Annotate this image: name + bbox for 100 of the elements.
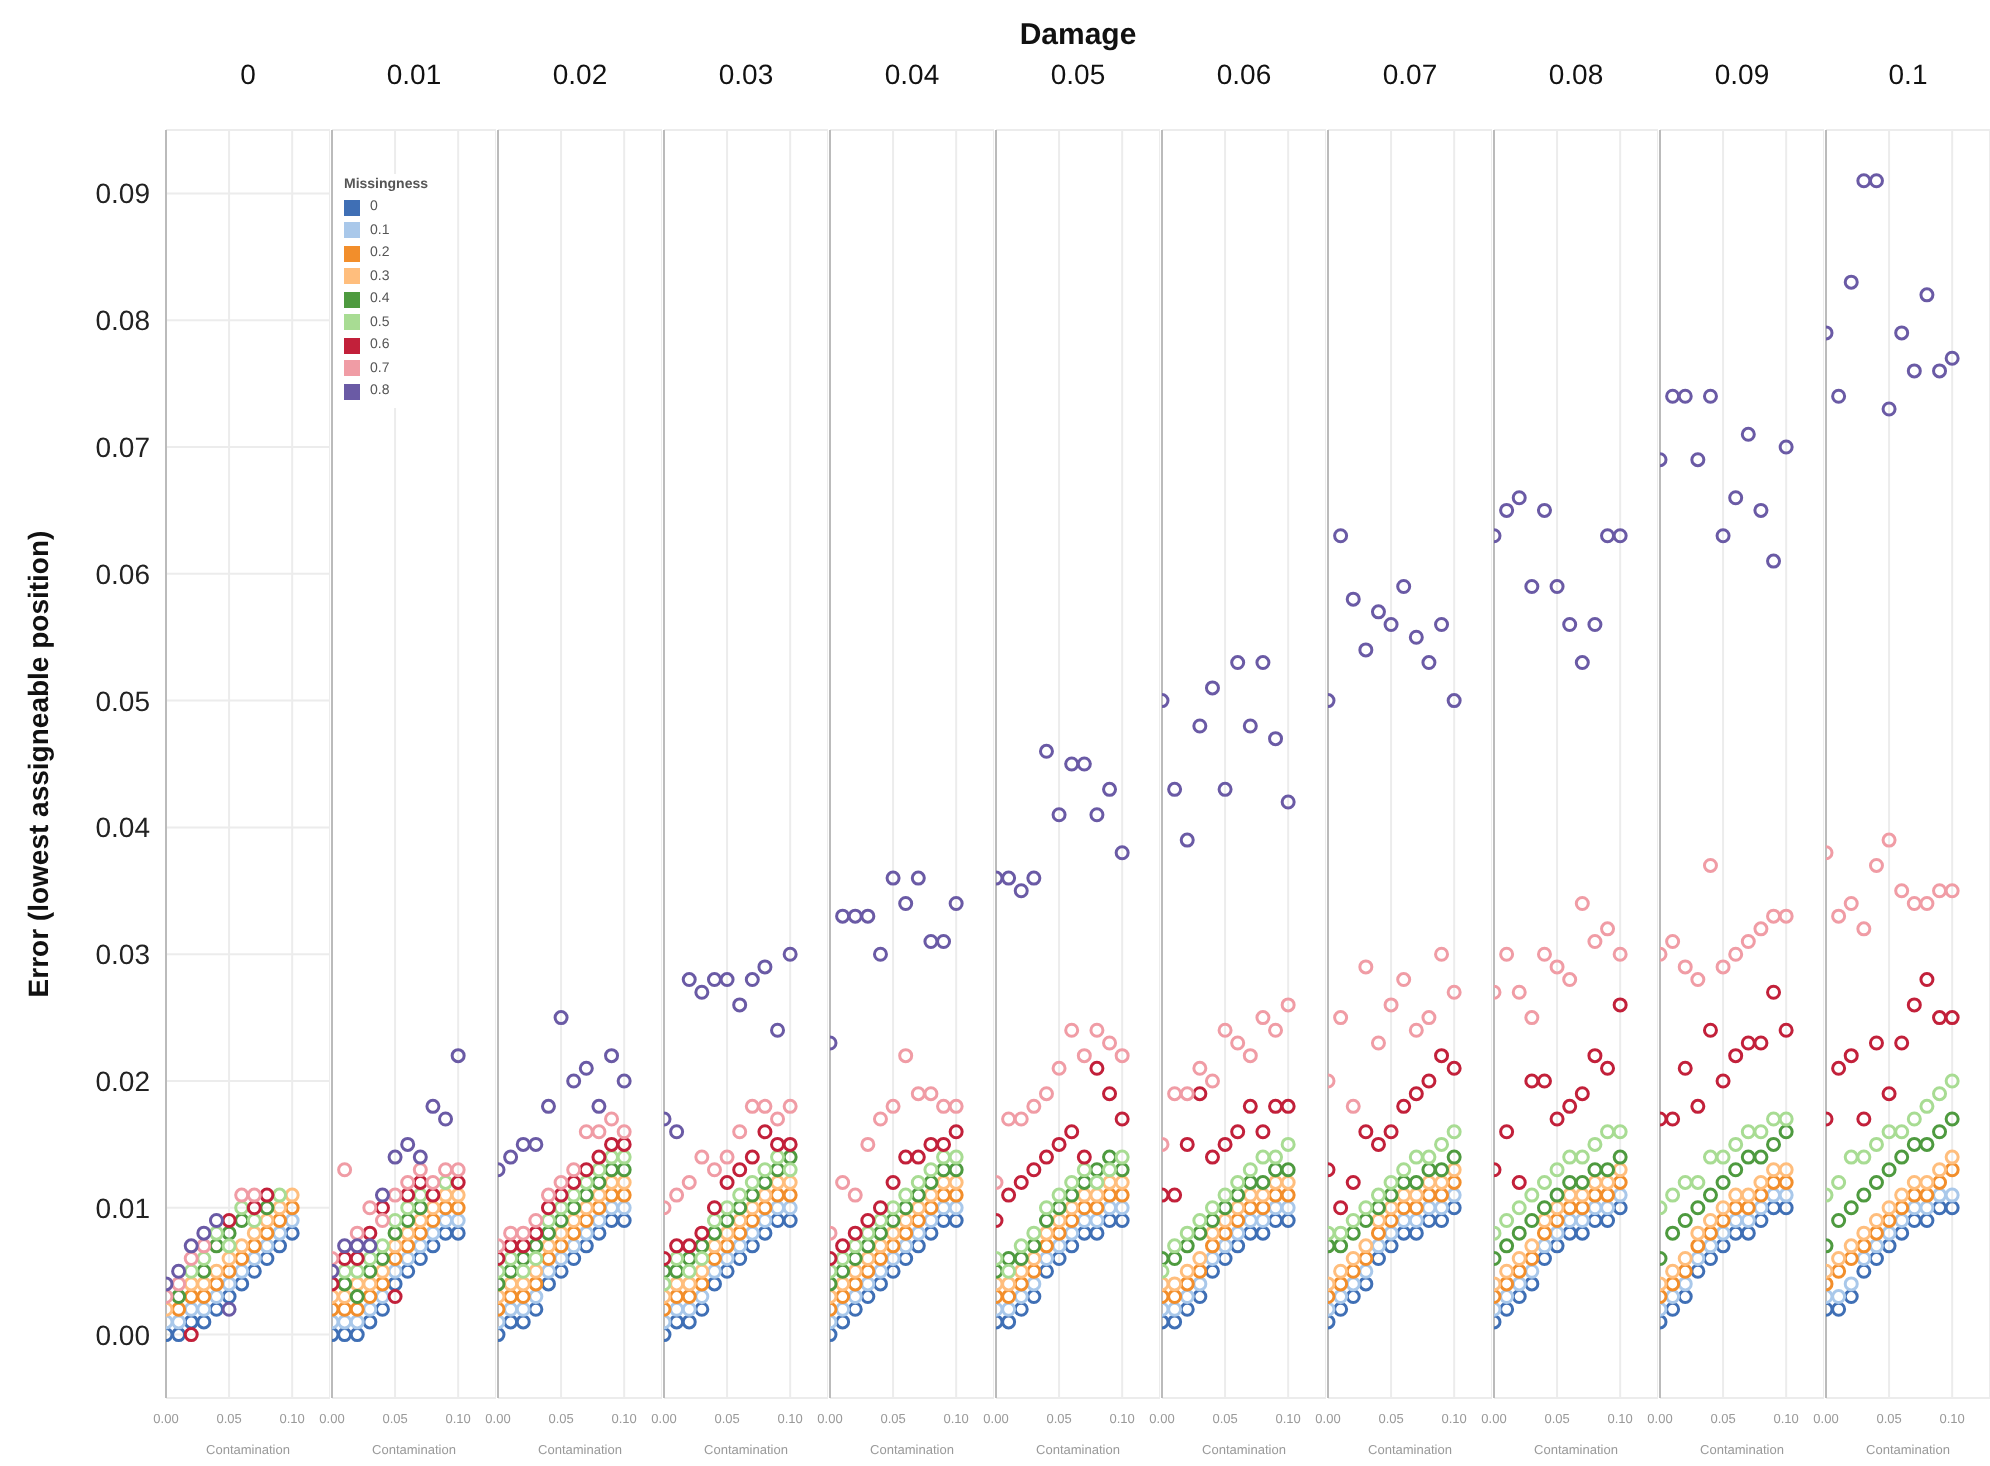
point xyxy=(1076,1149,1092,1165)
point xyxy=(578,1124,594,1140)
point xyxy=(1255,655,1271,671)
point xyxy=(847,1276,863,1292)
point xyxy=(1446,984,1462,1000)
point xyxy=(1919,1187,1935,1203)
point xyxy=(246,1200,262,1216)
point xyxy=(1562,1200,1578,1216)
point xyxy=(387,1187,403,1203)
point xyxy=(1843,1276,1859,1292)
point xyxy=(1102,1174,1118,1190)
point xyxy=(757,1200,773,1216)
point xyxy=(1536,1200,1552,1216)
point xyxy=(1280,997,1296,1013)
point xyxy=(1906,1136,1922,1152)
point xyxy=(732,1212,748,1228)
point xyxy=(1408,1174,1424,1190)
point xyxy=(1932,1174,1948,1190)
point xyxy=(1192,1225,1208,1241)
point xyxy=(1728,946,1744,962)
point xyxy=(910,1212,926,1228)
point xyxy=(1690,1098,1706,1114)
point xyxy=(1255,1187,1271,1203)
point xyxy=(1370,1187,1386,1203)
point xyxy=(1434,1174,1450,1190)
point xyxy=(1511,1251,1527,1267)
point xyxy=(616,1174,632,1190)
point xyxy=(1600,921,1616,937)
point xyxy=(1665,1263,1681,1279)
point xyxy=(438,1111,454,1127)
point xyxy=(1038,1263,1054,1279)
point xyxy=(1396,1098,1412,1114)
point xyxy=(1831,1174,1847,1190)
point xyxy=(1766,1174,1782,1190)
point xyxy=(1690,1174,1706,1190)
point xyxy=(1268,1162,1284,1178)
point xyxy=(553,1263,569,1279)
point xyxy=(847,1238,863,1254)
point xyxy=(425,1212,441,1228)
point xyxy=(387,1238,403,1254)
point xyxy=(1013,883,1029,899)
point xyxy=(1612,997,1628,1013)
point xyxy=(1333,528,1349,544)
point xyxy=(1536,1073,1552,1089)
point xyxy=(362,1314,378,1330)
point xyxy=(1702,1225,1718,1241)
point xyxy=(1179,1136,1195,1152)
point xyxy=(1333,1301,1349,1317)
point xyxy=(540,1263,556,1279)
point xyxy=(591,1225,607,1241)
point xyxy=(1026,1251,1042,1267)
point xyxy=(1358,959,1374,975)
point xyxy=(1089,1212,1105,1228)
point xyxy=(1728,490,1744,506)
point xyxy=(234,1200,250,1216)
y-tick-label: 0.09 xyxy=(95,177,151,210)
point xyxy=(1766,1111,1782,1127)
point xyxy=(936,1136,952,1152)
point xyxy=(872,1225,888,1241)
point xyxy=(1753,1124,1769,1140)
point xyxy=(616,1162,632,1178)
point xyxy=(1038,1251,1054,1267)
y-tick-label: 0.00 xyxy=(95,1318,151,1351)
point xyxy=(272,1225,288,1241)
point xyxy=(1944,1200,1960,1216)
point xyxy=(400,1136,416,1152)
point xyxy=(1831,1289,1847,1305)
point xyxy=(948,1200,964,1216)
point xyxy=(1230,1238,1246,1254)
point xyxy=(1868,1238,1884,1254)
point xyxy=(1242,1200,1258,1216)
point xyxy=(349,1276,365,1292)
point xyxy=(1562,972,1578,988)
point xyxy=(1677,1251,1693,1267)
point xyxy=(616,1136,632,1152)
point xyxy=(1894,1035,1910,1051)
point xyxy=(1089,1225,1105,1241)
point xyxy=(1192,1263,1208,1279)
point xyxy=(578,1238,594,1254)
point xyxy=(221,1276,237,1292)
point xyxy=(923,1086,939,1102)
point xyxy=(1345,1263,1361,1279)
point xyxy=(1536,502,1552,518)
point xyxy=(604,1111,620,1127)
point xyxy=(566,1200,582,1216)
point xyxy=(1026,1289,1042,1305)
point xyxy=(782,946,798,962)
point xyxy=(1268,1212,1284,1228)
point xyxy=(910,870,926,886)
point xyxy=(1856,1111,1872,1127)
point xyxy=(1740,934,1756,950)
point xyxy=(438,1212,454,1228)
y-tick-label: 0.03 xyxy=(95,938,151,971)
point xyxy=(1549,1225,1565,1241)
point xyxy=(1665,1225,1681,1241)
point xyxy=(1383,617,1399,633)
point xyxy=(1919,1136,1935,1152)
point xyxy=(872,1238,888,1254)
point xyxy=(528,1276,544,1292)
point xyxy=(1574,1149,1590,1165)
